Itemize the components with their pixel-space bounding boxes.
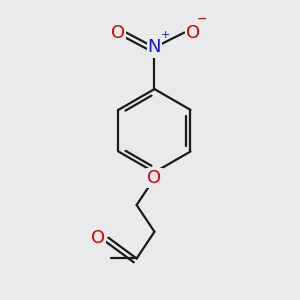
Text: N: N <box>148 38 161 56</box>
Text: −: − <box>197 13 207 26</box>
Text: +: + <box>160 30 170 40</box>
Text: O: O <box>91 229 105 247</box>
Text: O: O <box>111 24 125 42</box>
Text: O: O <box>186 24 200 42</box>
Text: O: O <box>147 169 161 187</box>
